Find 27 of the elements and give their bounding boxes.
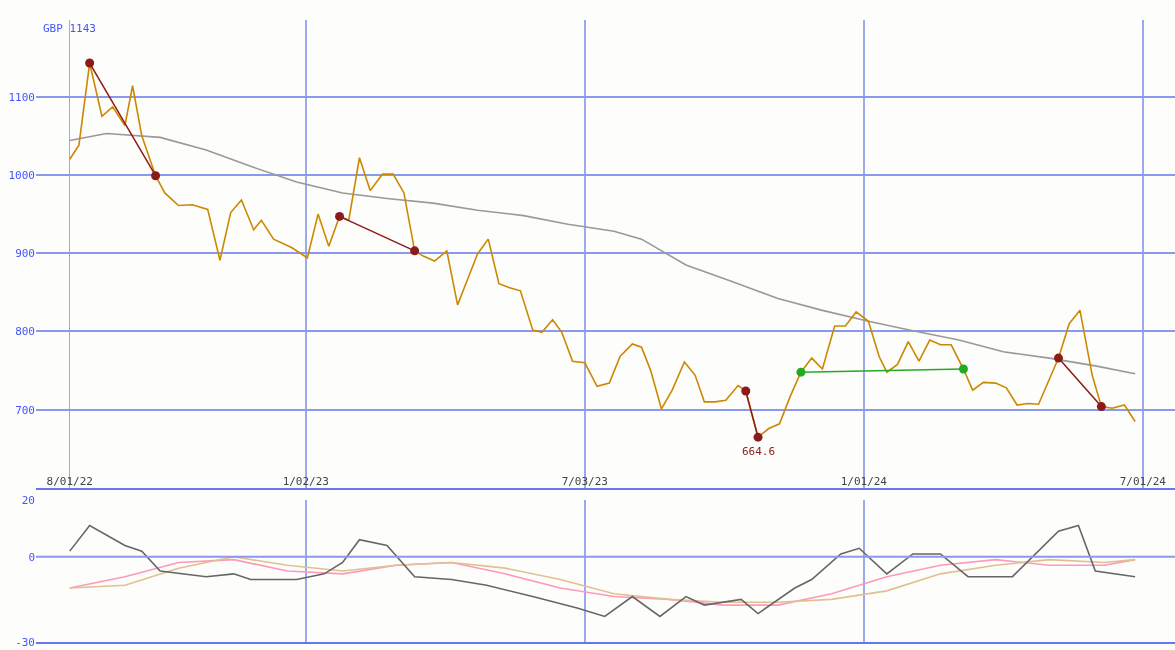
y-tick-label: 1100: [8, 90, 35, 104]
point: [753, 432, 763, 442]
y-tick-label: 0: [28, 550, 35, 564]
x-tick-label: 1/02/23: [282, 475, 329, 488]
line-series: [68, 524, 1136, 618]
x-tick-label: 7/01/24: [1119, 475, 1167, 488]
y-tick-label: 700: [15, 403, 35, 417]
annotation: GBP 1143: [43, 22, 96, 35]
x-tick-label: 7/03/23: [561, 475, 608, 488]
point: [796, 367, 806, 377]
point: [741, 386, 751, 396]
y-tick-label: 900: [15, 247, 35, 261]
x-tick-label: 8/01/22: [46, 475, 93, 488]
point: [410, 246, 420, 256]
y-tick-label: -30: [15, 635, 35, 649]
annotation: 664.6: [742, 445, 776, 458]
y-tick-label: 20: [21, 493, 35, 507]
point: [1053, 353, 1063, 363]
y-tick-label: 800: [15, 325, 35, 339]
point: [1096, 402, 1106, 412]
line-series: [68, 132, 1136, 375]
point: [85, 58, 95, 68]
point: [335, 211, 345, 221]
point: [958, 364, 968, 374]
point: [151, 171, 161, 181]
y-tick-label: 1000: [8, 168, 35, 182]
x-tick-label: 1/01/24: [840, 475, 888, 488]
